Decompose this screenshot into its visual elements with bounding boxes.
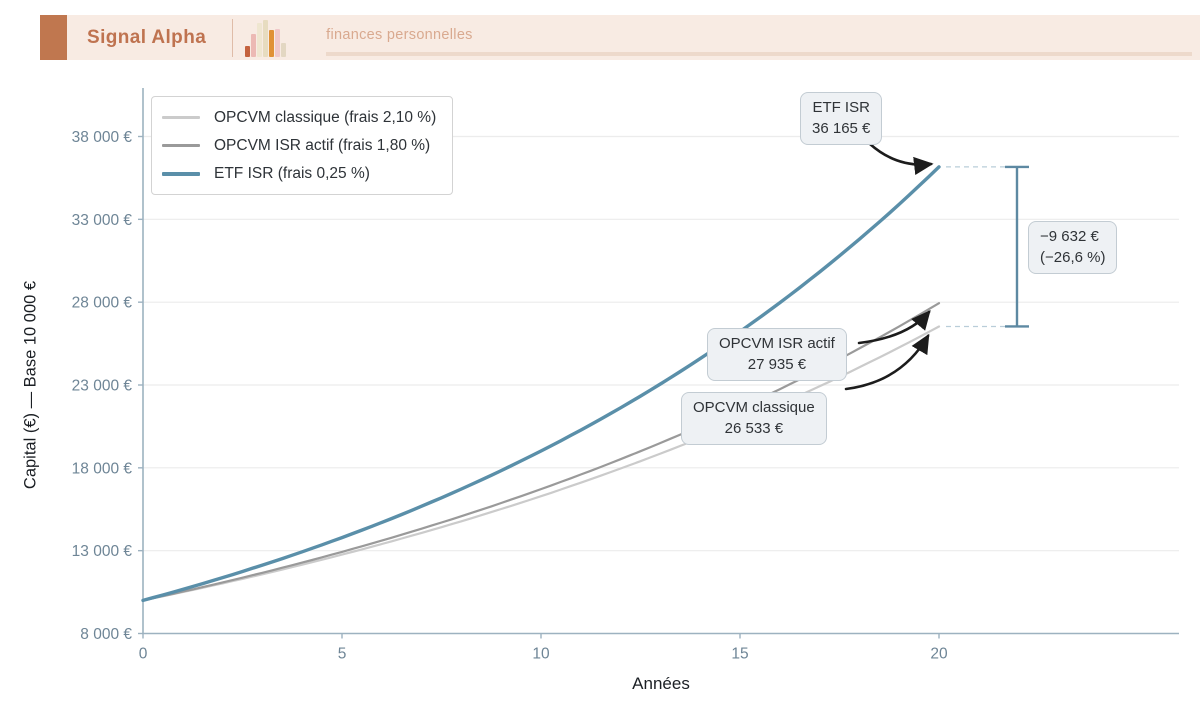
y-tick-label: 28 000 € [72, 295, 133, 312]
difference-amount: −9 632 € [1040, 228, 1099, 245]
annotation-value: 27 935 € [747, 356, 807, 374]
x-tick-label: 15 [731, 646, 748, 663]
legend-item-opcvm-classique: OPCVM classique (frais 2,10 %) [162, 107, 436, 128]
header-bar: Signal Alpha finances personnelles [67, 15, 1200, 60]
annotation-value: 36 165 € [812, 120, 871, 138]
annotation-arrow [844, 333, 930, 391]
y-tick-label: 23 000 € [72, 378, 133, 395]
y-axis-title: Capital (€) — Base 10 000 € [21, 280, 40, 490]
annotation-opcvm-isr-actif: OPCVM ISR actif 27 935 € [707, 328, 847, 381]
x-tick-label: 5 [338, 646, 347, 663]
y-tick-label: 33 000 € [72, 212, 133, 229]
y-tick-label: 38 000 € [72, 129, 133, 146]
annotation-opcvm-classique: OPCVM classique 26 533 € [681, 392, 827, 445]
x-axis-title: Années [632, 674, 690, 693]
x-tick-label: 0 [139, 646, 148, 663]
legend-swatch-opcvm-classique [162, 116, 200, 119]
annotation-title: OPCVM classique [693, 399, 815, 416]
brand-name: Signal Alpha [87, 26, 207, 48]
legend-label: ETF ISR (frais 0,25 %) [214, 164, 370, 182]
annotation-arrow [868, 142, 934, 176]
x-tick-label: 20 [930, 646, 948, 663]
legend-item-etf-isr: ETF ISR (frais 0,25 %) [162, 163, 436, 184]
annotation-value: 26 533 € [724, 420, 784, 438]
legend-label: OPCVM ISR actif (frais 1,80 %) [214, 136, 431, 154]
bar-chart-icon [245, 17, 287, 59]
header-subtitle: finances personnelles [326, 26, 473, 43]
y-tick-label: 18 000 € [72, 460, 133, 477]
x-tick-label: 10 [532, 646, 550, 663]
legend: OPCVM classique (frais 2,10 %) OPCVM ISR… [151, 96, 454, 195]
annotation-title: OPCVM ISR actif [719, 335, 835, 352]
y-tick-label: 13 000 € [72, 543, 133, 560]
difference-percent: (−26,6 %) [1040, 249, 1106, 267]
annotation-difference: −9 632 € (−26,6 %) [1028, 221, 1118, 274]
legend-swatch-etf-isr [162, 171, 200, 176]
legend-label: OPCVM classique (frais 2,10 %) [214, 108, 437, 126]
legend-swatch-opcvm-isr-actif [162, 144, 200, 147]
header-subtitle-block: finances personnelles [300, 15, 1200, 60]
chart-area: 8 000 € 13 000 € 18 000 € 23 000 € 28 000 € 3… [0, 65, 1200, 721]
annotation-etf-isr: ETF ISR 36 165 € [800, 92, 883, 145]
annotation-title: ETF ISR [812, 99, 870, 116]
y-tick-label: 8 000 € [80, 626, 132, 643]
series-line-etf-isr [141, 165, 941, 603]
subtitle-underline [326, 52, 1192, 56]
brand-square [40, 15, 67, 60]
legend-item-opcvm-isr-actif: OPCVM ISR actif (frais 1,80 %) [162, 135, 436, 156]
annotation-arrow [857, 310, 931, 345]
header-divider [232, 18, 234, 57]
